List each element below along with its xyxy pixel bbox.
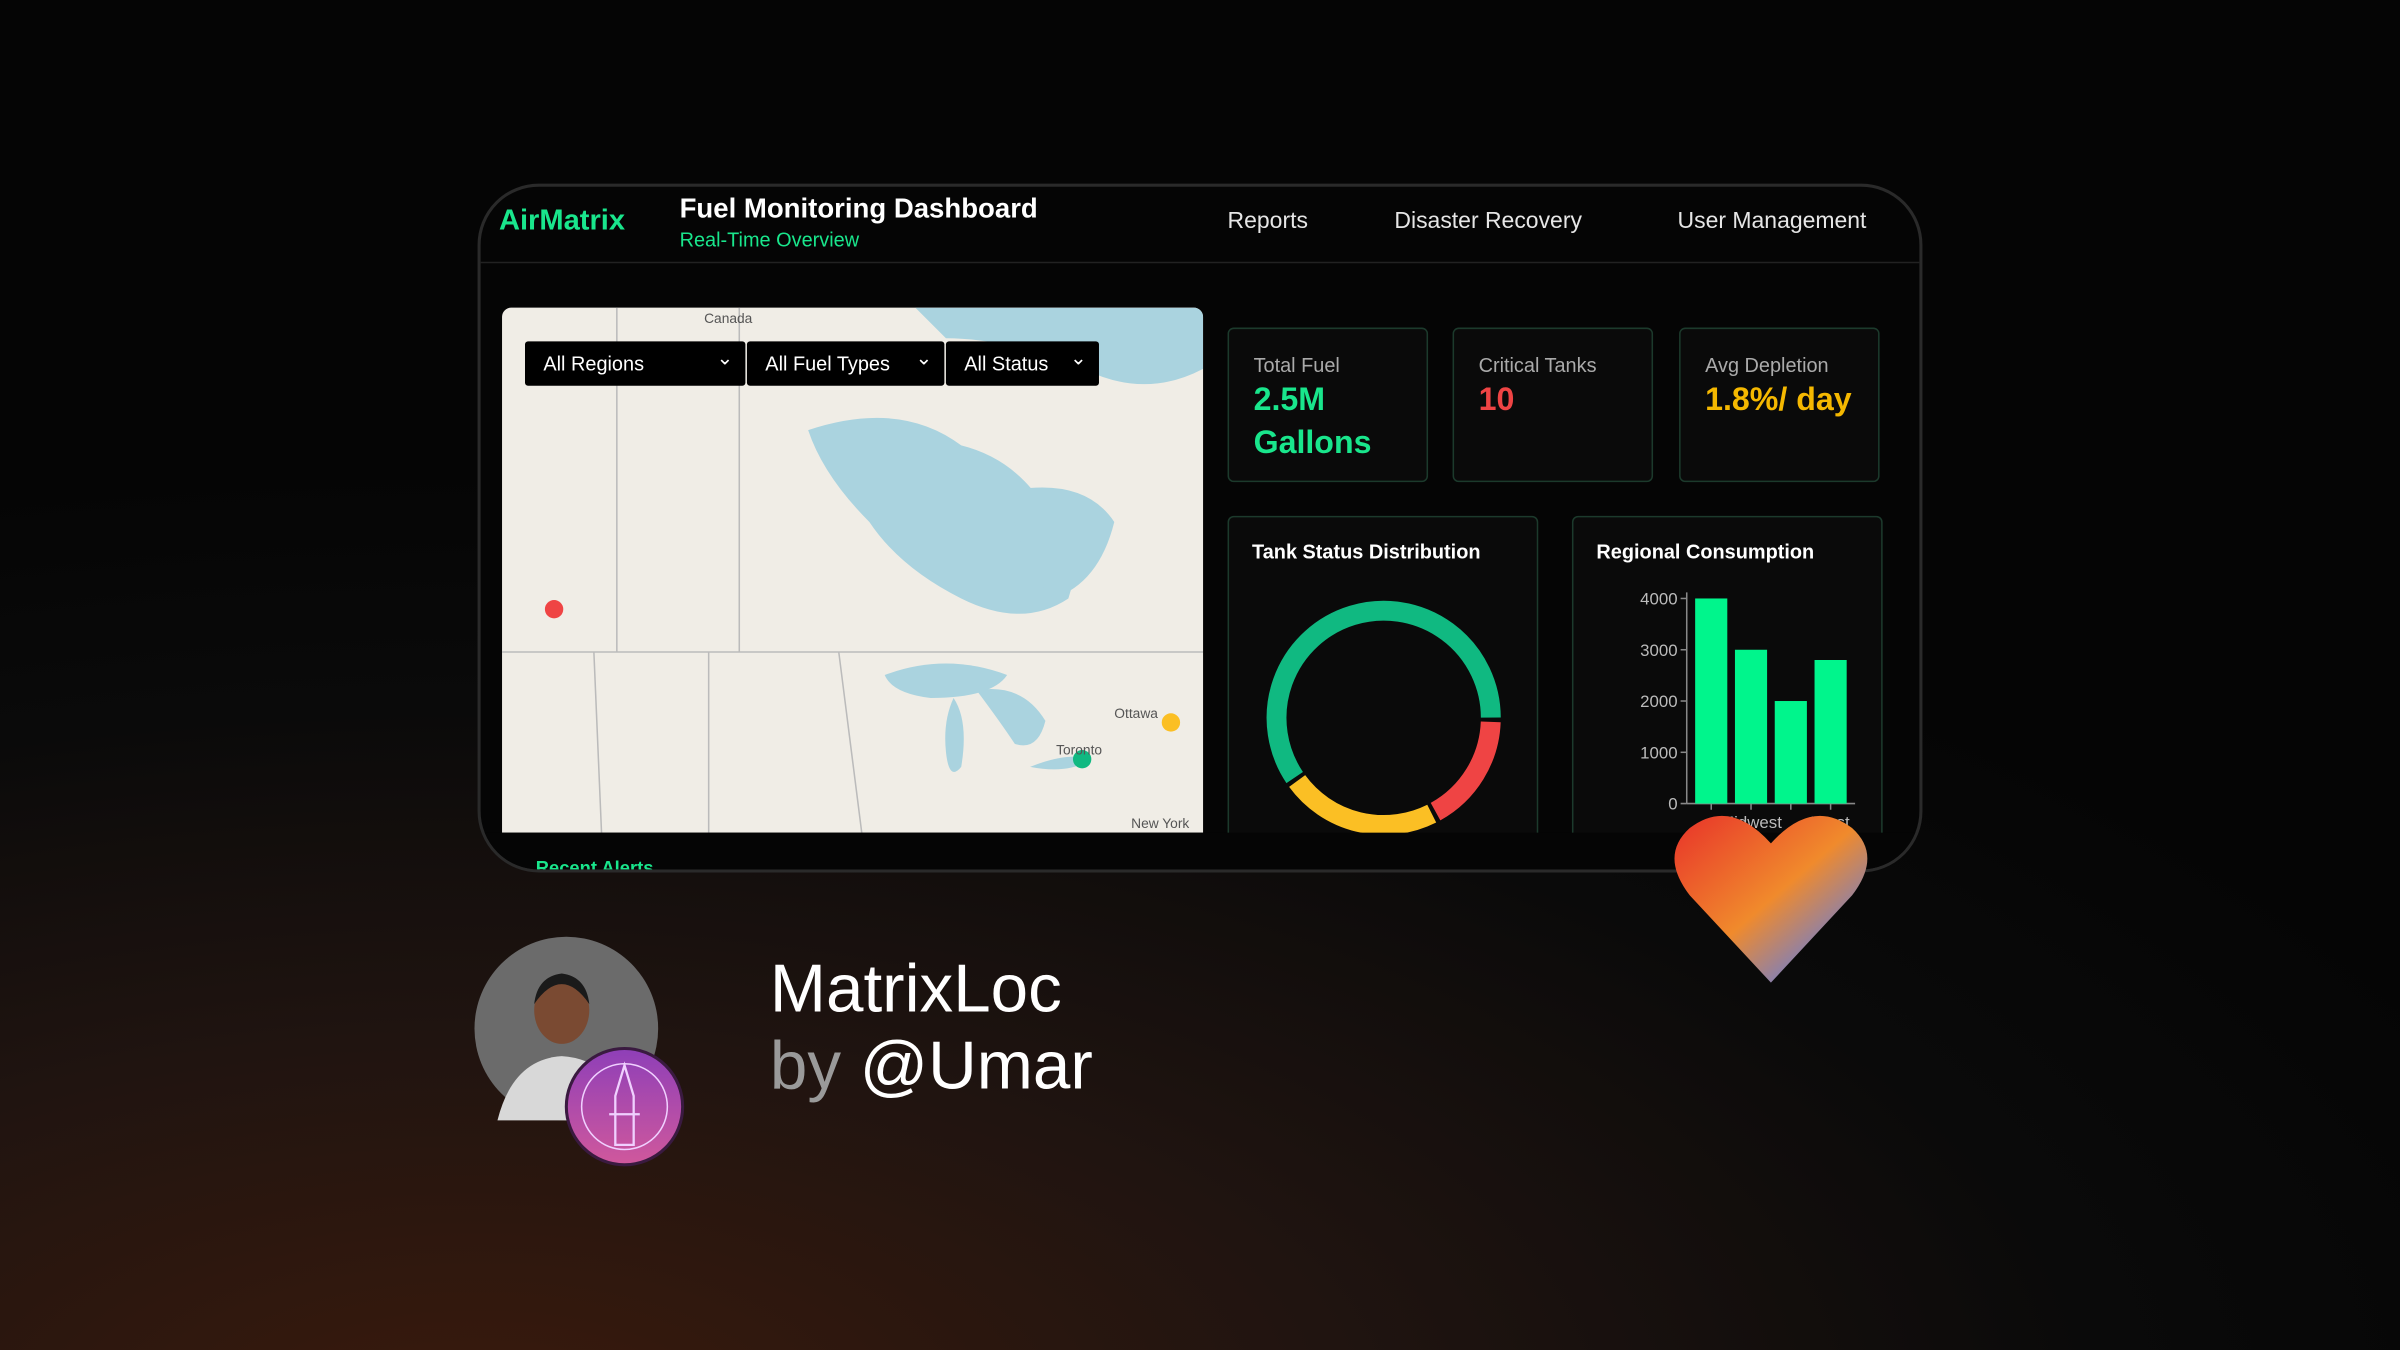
map-label: Ottawa [1114, 705, 1158, 721]
project-name: MatrixLoc [769, 952, 1062, 1028]
doughnut-segment [1430, 721, 1501, 821]
dashboard-title: Fuel Monitoring Dashboard [679, 192, 1038, 224]
y-tick-label: 0 [1668, 795, 1677, 814]
section-title: Recent Alerts [535, 857, 654, 873]
kpi-label: Critical Tanks [1478, 353, 1597, 377]
bar [1734, 649, 1768, 804]
map-label: Canada [704, 310, 753, 327]
nav-link[interactable]: Reports [1227, 208, 1308, 235]
kpi-label: Total Fuel [1253, 353, 1340, 377]
brand: AirMatrix [498, 205, 626, 238]
bar [1695, 598, 1728, 804]
kpi-value: 1.8%/ day [1705, 382, 1852, 418]
kpi-value: 2.5M Gallons [1253, 382, 1372, 461]
divider [480, 261, 1920, 264]
heart-icon [1674, 815, 1868, 983]
y-tick-label: 1000 [1640, 743, 1677, 762]
kpi-card: Total Fuel 2.5M Gallons [1227, 327, 1429, 483]
kpi-value: 10 [1478, 382, 1515, 418]
kpi-card: Critical Tanks 10 [1452, 327, 1654, 483]
dashboard-subtitle: Real-Time Overview [679, 228, 860, 252]
author: @Umar [859, 1028, 1093, 1104]
kpi-card: Avg Depletion 1.8%/ day [1679, 327, 1880, 483]
doughnut-segment [1289, 774, 1437, 835]
chart-title: Tank Status Distribution [1252, 540, 1481, 564]
y-tick-label: 4000 [1640, 590, 1677, 609]
by-label: by [769, 1028, 842, 1104]
y-tick-label: 3000 [1640, 641, 1677, 660]
filter-dropdown[interactable]: All Regions [525, 335, 746, 386]
bar [1814, 660, 1847, 804]
doughnut-segment [1266, 600, 1501, 784]
bar [1774, 701, 1807, 804]
filter-dropdown[interactable]: All Fuel Types [746, 335, 945, 386]
map-label: Toronto [1056, 742, 1103, 758]
charts: 01000200030004000MidwestWest [1266, 590, 1856, 835]
kpi-label: Avg Depletion [1705, 353, 1829, 377]
chart-title: Regional Consumption [1596, 540, 1815, 564]
dashboard-frame: AirMatrix Fuel Monitoring Dashboard Real… [477, 183, 1923, 873]
nav-link[interactable]: User Management [1677, 208, 1867, 235]
filter-dropdown[interactable]: All Status [945, 335, 1099, 386]
y-tick-label: 2000 [1640, 692, 1677, 711]
avatar [474, 936, 685, 1167]
nav-link[interactable]: Disaster Recovery [1394, 208, 1582, 235]
map[interactable]: Canada Ottawa Toronto New York All Regio… [502, 307, 1204, 833]
author-line: by @Umar [770, 1029, 1093, 1106]
map-label: New York [1131, 815, 1190, 832]
